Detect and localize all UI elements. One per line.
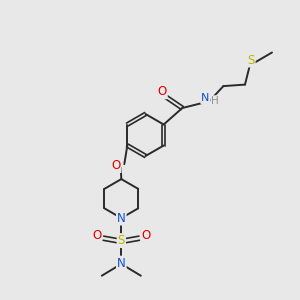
Text: O: O — [92, 229, 101, 242]
Text: S: S — [247, 53, 255, 67]
Text: O: O — [111, 159, 121, 172]
Text: O: O — [158, 85, 167, 98]
Text: N: N — [201, 93, 210, 103]
Text: N: N — [117, 212, 126, 225]
Text: H: H — [212, 96, 219, 106]
Text: N: N — [117, 256, 126, 270]
Text: S: S — [118, 234, 125, 247]
Text: O: O — [141, 229, 151, 242]
